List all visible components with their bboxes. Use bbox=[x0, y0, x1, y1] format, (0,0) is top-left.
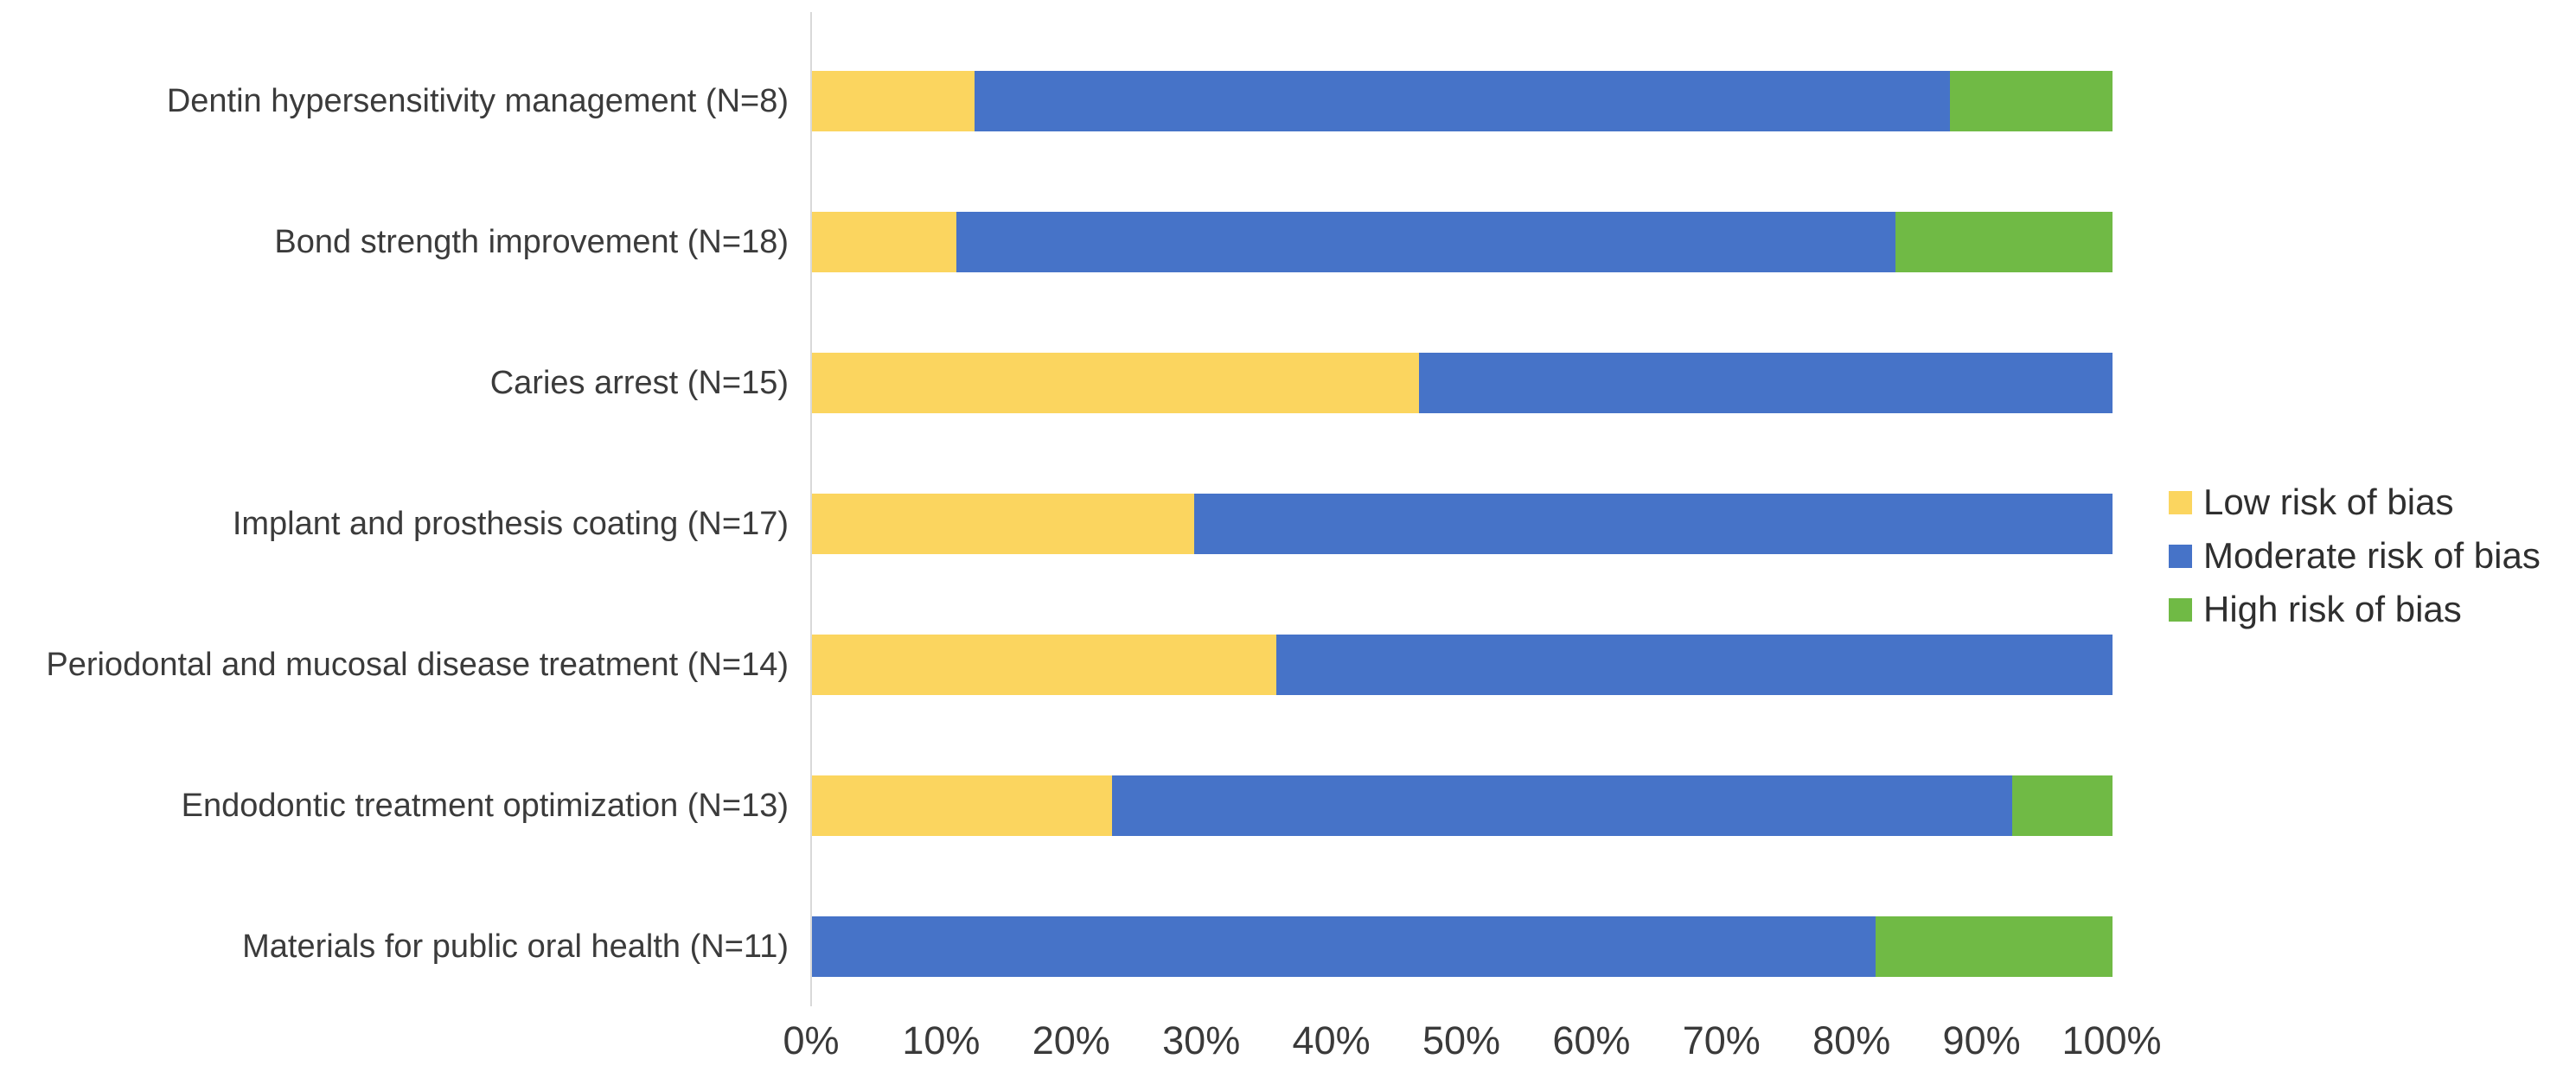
x-axis-tick-label: 70% bbox=[1682, 1018, 1761, 1062]
bar-segment-moderate-risk bbox=[812, 916, 1876, 977]
legend-swatch-icon bbox=[2169, 490, 2192, 514]
x-axis-tick-label: 0% bbox=[783, 1018, 840, 1062]
category-label: Bond strength improvement (N=18) bbox=[274, 224, 789, 260]
bar-segment-low-risk bbox=[812, 353, 1420, 413]
legend: Low risk of bias Moderate risk of bias Hig… bbox=[2169, 475, 2541, 636]
bar-segment-moderate-risk bbox=[956, 212, 1895, 272]
legend-item-moderate-risk: Moderate risk of bias bbox=[2169, 529, 2541, 583]
bar-segment-moderate-risk bbox=[1194, 494, 2113, 554]
x-axis: 0% 10% 20% 30% 40% 50% 60% 70% 80% 90% 100% bbox=[0, 1018, 2576, 1079]
legend-label: Low risk of bias bbox=[2203, 482, 2454, 522]
x-axis-tick-label: 100% bbox=[2061, 1018, 2162, 1062]
bar-row bbox=[812, 635, 2113, 695]
legend-swatch-icon bbox=[2169, 597, 2192, 622]
bar-row bbox=[812, 916, 2113, 977]
x-axis-tick-label: 10% bbox=[902, 1018, 981, 1062]
bar-row bbox=[812, 212, 2113, 272]
bar-row bbox=[812, 775, 2113, 836]
bar-row bbox=[812, 353, 2113, 413]
bar-segment-low-risk bbox=[812, 775, 1113, 836]
bar-segment-high-risk bbox=[1895, 212, 2113, 272]
bar-segment-low-risk bbox=[812, 494, 1195, 554]
legend-label: High risk of bias bbox=[2203, 589, 2462, 629]
legend-swatch-icon bbox=[2169, 544, 2192, 568]
category-label: Periodontal and mucosal disease treatmen… bbox=[46, 647, 789, 683]
bar-row bbox=[812, 494, 2113, 554]
y-axis-line bbox=[810, 12, 812, 1006]
x-axis-tick-label: 80% bbox=[1812, 1018, 1891, 1062]
bar-segment-high-risk bbox=[1876, 916, 2113, 977]
bar-segment-high-risk bbox=[1950, 71, 2113, 131]
legend-item-low-risk: Low risk of bias bbox=[2169, 475, 2541, 529]
category-label: Endodontic treatment optimization (N=13) bbox=[181, 788, 789, 824]
x-axis-tick-label: 40% bbox=[1292, 1018, 1371, 1062]
category-label: Caries arrest (N=15) bbox=[489, 365, 789, 401]
x-axis-tick-label: 60% bbox=[1552, 1018, 1631, 1062]
x-axis-tick-label: 90% bbox=[1942, 1018, 2021, 1062]
legend-label: Moderate risk of bias bbox=[2203, 535, 2541, 576]
x-axis-tick-label: 30% bbox=[1162, 1018, 1241, 1062]
bar-segment-moderate-risk bbox=[1112, 775, 2013, 836]
x-axis-tick-label: 50% bbox=[1422, 1018, 1501, 1062]
bar-segment-moderate-risk bbox=[1419, 353, 2113, 413]
category-label: Dentin hypersensitivity management (N=8) bbox=[166, 83, 789, 119]
bar-segment-moderate-risk bbox=[1275, 635, 2113, 695]
bar-segment-low-risk bbox=[812, 71, 975, 131]
category-label: Implant and prosthesis coating (N=17) bbox=[232, 506, 789, 542]
bar-segment-low-risk bbox=[812, 635, 1276, 695]
bar-segment-low-risk bbox=[812, 212, 956, 272]
bar-segment-high-risk bbox=[2012, 775, 2113, 836]
category-label: Materials for public oral health (N=11) bbox=[242, 928, 789, 965]
x-axis-tick-label: 20% bbox=[1032, 1018, 1110, 1062]
bar-segment-moderate-risk bbox=[975, 71, 1950, 131]
legend-item-high-risk: High risk of bias bbox=[2169, 583, 2541, 636]
bar-row bbox=[812, 71, 2113, 131]
